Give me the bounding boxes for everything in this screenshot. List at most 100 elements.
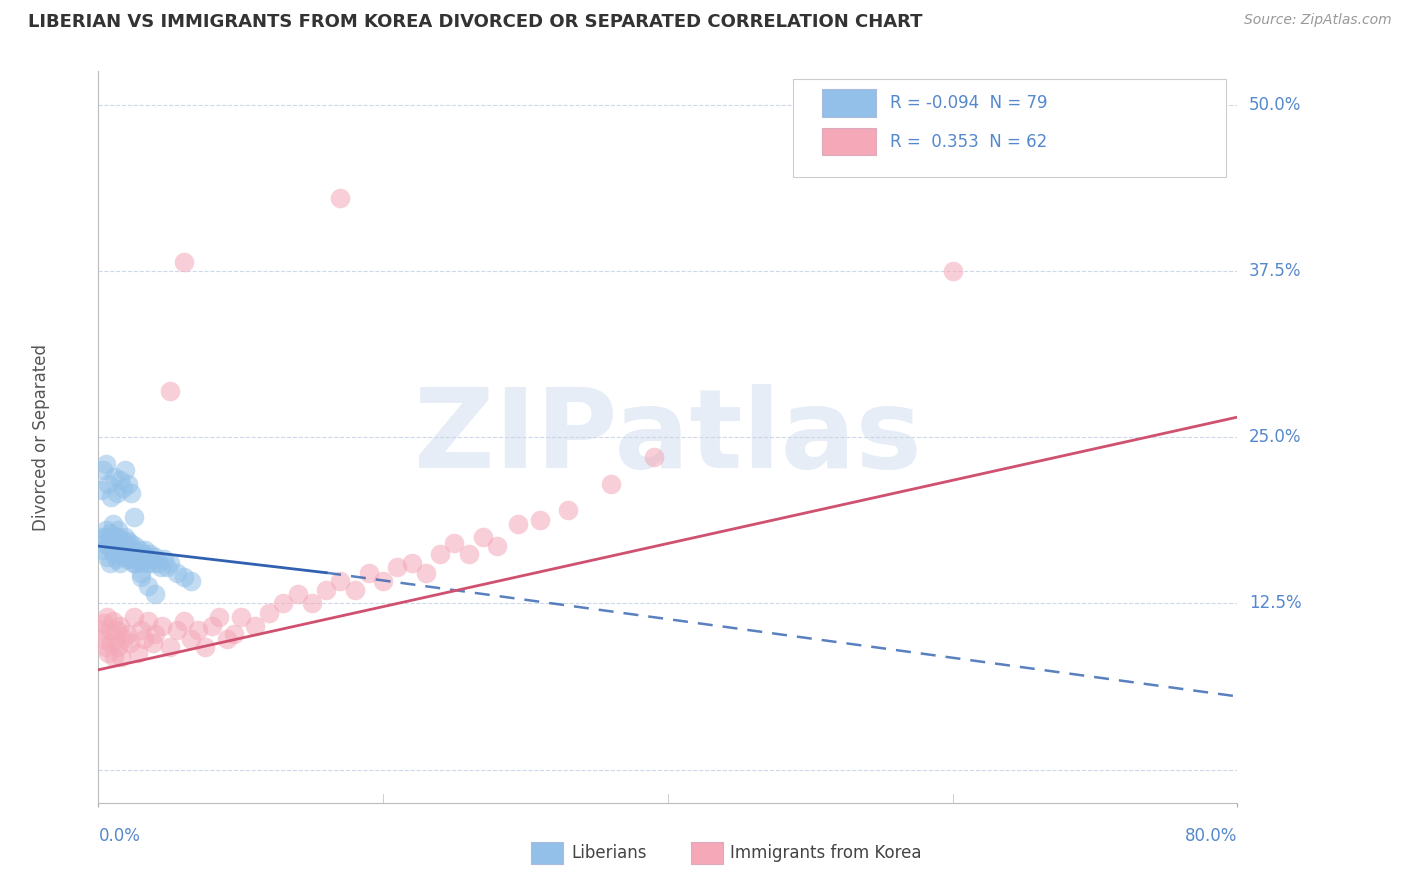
Text: 25.0%: 25.0% [1249, 428, 1301, 446]
Point [166, 623, 188, 637]
Point [100, 490, 122, 504]
Point [107, 530, 129, 544]
Point [98, 623, 121, 637]
Point [105, 623, 128, 637]
Point [90, 530, 112, 544]
Text: Source: ZipAtlas.com: Source: ZipAtlas.com [1244, 13, 1392, 28]
Point [98, 557, 121, 571]
Point [222, 627, 245, 641]
Point [600, 476, 623, 491]
Point [486, 539, 509, 553]
Point [471, 530, 494, 544]
Point [125, 547, 148, 561]
Point [97, 539, 120, 553]
Point [94, 530, 117, 544]
Point [114, 463, 136, 477]
Point [96, 549, 118, 564]
Point [129, 566, 152, 580]
Point [97, 476, 120, 491]
Point [105, 539, 128, 553]
Point [90, 483, 112, 498]
Text: R = -0.094  N = 79: R = -0.094 N = 79 [890, 94, 1047, 112]
Point [127, 646, 149, 660]
Point [122, 549, 145, 564]
Point [129, 570, 152, 584]
Point [132, 552, 155, 566]
Point [201, 619, 224, 633]
Point [145, 627, 167, 641]
Point [229, 609, 252, 624]
Point [156, 560, 179, 574]
Point [110, 543, 132, 558]
Point [118, 636, 141, 650]
Point [138, 547, 160, 561]
Point [90, 623, 112, 637]
Point [97, 646, 120, 660]
Point [173, 614, 195, 628]
Point [98, 525, 121, 540]
Point [100, 533, 122, 548]
Point [136, 579, 159, 593]
Point [91, 463, 114, 477]
Point [122, 557, 145, 571]
Point [121, 543, 143, 558]
Point [141, 557, 163, 571]
Point [94, 523, 117, 537]
Text: 12.5%: 12.5% [1249, 594, 1302, 612]
Bar [821, 89, 876, 117]
Point [429, 547, 451, 561]
Point [103, 547, 125, 561]
Point [122, 557, 145, 571]
Point [443, 536, 465, 550]
Point [103, 649, 125, 664]
Text: 80.0%: 80.0% [1185, 827, 1237, 845]
Point [122, 609, 145, 624]
Point [301, 596, 323, 610]
Point [329, 191, 352, 205]
Point [114, 530, 136, 544]
Point [159, 557, 181, 571]
Point [329, 574, 352, 588]
Point [104, 552, 127, 566]
Bar [821, 128, 876, 155]
Point [118, 536, 141, 550]
Point [273, 596, 295, 610]
Point [115, 552, 138, 566]
Text: R =  0.353  N = 62: R = 0.353 N = 62 [890, 133, 1047, 151]
Point [208, 609, 231, 624]
Point [93, 536, 115, 550]
Point [111, 481, 134, 495]
Point [145, 549, 167, 564]
Point [942, 264, 965, 278]
Point [131, 547, 153, 561]
Point [136, 614, 159, 628]
FancyBboxPatch shape [793, 78, 1226, 178]
Point [105, 486, 128, 500]
Point [173, 254, 195, 268]
Point [115, 543, 138, 558]
Point [180, 574, 202, 588]
Point [107, 640, 129, 655]
Point [117, 476, 139, 491]
Point [104, 632, 127, 647]
Point [128, 543, 150, 558]
Point [415, 566, 437, 580]
Point [118, 547, 141, 561]
Point [96, 609, 118, 624]
Point [104, 530, 127, 544]
Text: LIBERIAN VS IMMIGRANTS FROM KOREA DIVORCED OR SEPARATED CORRELATION CHART: LIBERIAN VS IMMIGRANTS FROM KOREA DIVORC… [28, 13, 922, 31]
Point [104, 536, 127, 550]
Point [108, 619, 131, 633]
Text: Liberians: Liberians [571, 844, 647, 862]
Point [100, 636, 122, 650]
Point [148, 557, 170, 571]
Point [508, 516, 530, 531]
Point [152, 619, 174, 633]
Point [373, 574, 395, 588]
Text: Immigrants from Korea: Immigrants from Korea [731, 844, 922, 862]
Point [101, 530, 124, 544]
Point [112, 632, 135, 647]
Point [141, 636, 163, 650]
Point [136, 557, 159, 571]
Point [129, 623, 152, 637]
